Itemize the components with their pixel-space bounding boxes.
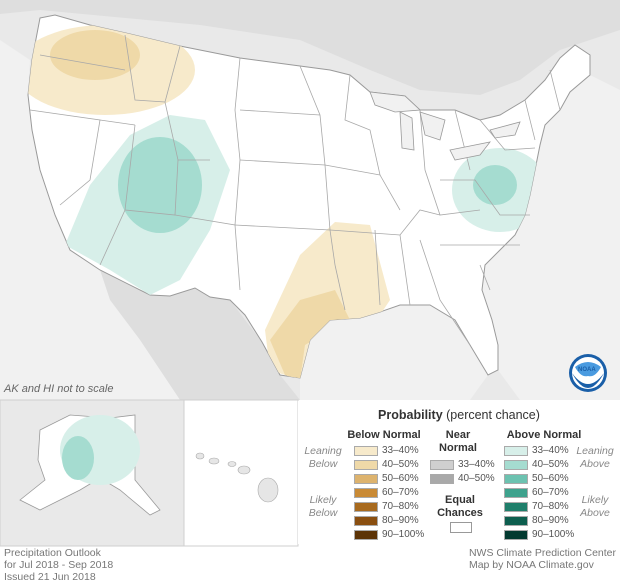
credit-caption: NWS Climate Prediction Center Map by NOA…: [468, 547, 616, 571]
near-normal-swatch: [430, 459, 454, 470]
legend-title: Probability (percent chance): [378, 408, 540, 422]
noaa-logo-label: NOAA: [578, 367, 596, 373]
above-normal-range-label: 40–50%: [532, 459, 569, 470]
below-normal-row: 80–90%: [354, 515, 419, 527]
above-normal-swatch: [504, 487, 528, 498]
legend: Probability (percent chance) Below Norma…: [298, 401, 620, 544]
below-normal-swatch: [354, 529, 378, 540]
above-normal-swatch: [504, 515, 528, 526]
mexico: [100, 270, 300, 400]
below-40-50-pacific-northwest: [50, 30, 140, 80]
noaa-logo: [569, 354, 607, 392]
below-normal-row: 70–80%: [354, 501, 419, 513]
above-40-50-mid-atlantic: [473, 165, 517, 205]
below-normal-swatch: [354, 459, 378, 470]
equal-chances-label: Equal Chances: [437, 494, 483, 519]
above-40-50-four-corners: [118, 137, 202, 233]
below-normal-range-label: 70–80%: [382, 501, 419, 512]
below-normal-range-label: 60–70%: [382, 487, 419, 498]
scale-note: AK and HI not to scale: [4, 383, 114, 395]
hawaii-islands: [195, 452, 279, 503]
below-normal-range-label: 80–90%: [382, 515, 419, 526]
above-40-50-alaska: [62, 436, 94, 480]
above-normal-row: 90–100%: [504, 529, 574, 541]
above-normal-swatch: [504, 445, 528, 456]
below-normal-row: 90–100%: [354, 529, 424, 541]
near-normal-range-label: 33–40%: [458, 459, 495, 470]
great-lakes: [369, 91, 521, 161]
above-normal-header: Above Normal: [506, 429, 582, 441]
above-normal-range-label: 33–40%: [532, 445, 569, 456]
below-normal-row: 33–40%: [354, 445, 419, 457]
equal-chances-swatch: [450, 522, 472, 533]
above-normal-swatch: [504, 501, 528, 512]
above-normal-swatch: [504, 529, 528, 540]
above-normal-swatch: [504, 473, 528, 484]
above-normal-range-label: 50–60%: [532, 473, 569, 484]
below-normal-swatch: [354, 515, 378, 526]
above-normal-range-label: 60–70%: [532, 487, 569, 498]
below-normal-range-label: 40–50%: [382, 459, 419, 470]
above-normal-row: 50–60%: [504, 473, 569, 485]
above-normal-range-label: 90–100%: [532, 529, 575, 540]
likely-below-label: Likely Below: [308, 494, 338, 519]
near-normal-row: 33–40%: [430, 459, 495, 471]
canada: [0, 0, 620, 95]
leaning-below-label: Leaning Below: [304, 445, 342, 470]
below-normal-row: 40–50%: [354, 459, 419, 471]
above-normal-row: 70–80%: [504, 501, 569, 513]
likely-above-label: Likely Above: [580, 494, 610, 519]
outlook-caption: Precipitation Outlook for Jul 2018 - Sep…: [4, 547, 114, 583]
pacific-ocean: [0, 40, 180, 400]
below-normal-row: 50–60%: [354, 473, 419, 485]
below-normal-row: 60–70%: [354, 487, 419, 499]
below-normal-swatch: [354, 473, 378, 484]
above-normal-row: 60–70%: [504, 487, 569, 499]
near-normal-swatch: [430, 473, 454, 484]
gulf-of-mexico: [300, 305, 488, 400]
leaning-above-label: Leaning Above: [576, 445, 614, 470]
below-normal-swatch: [354, 445, 378, 456]
near-normal-range-label: 40–50%: [458, 473, 495, 484]
below-normal-swatch: [354, 501, 378, 512]
above-normal-range-label: 80–90%: [532, 515, 569, 526]
above-normal-swatch: [504, 459, 528, 470]
above-normal-row: 80–90%: [504, 515, 569, 527]
atlantic-ocean: [482, 75, 620, 400]
below-40-50-texas: [270, 290, 350, 378]
state-borders: [29, 34, 561, 346]
below-normal-header: Below Normal: [347, 429, 421, 441]
below-normal-range-label: 90–100%: [382, 529, 425, 540]
below-normal-swatch: [354, 487, 378, 498]
below-normal-range-label: 50–60%: [382, 473, 419, 484]
below-normal-range-label: 33–40%: [382, 445, 419, 456]
above-normal-range-label: 70–80%: [532, 501, 569, 512]
near-normal-header: Near Normal: [439, 429, 477, 454]
above-normal-row: 33–40%: [504, 445, 569, 457]
above-normal-row: 40–50%: [504, 459, 569, 471]
near-normal-row: 40–50%: [430, 473, 495, 485]
